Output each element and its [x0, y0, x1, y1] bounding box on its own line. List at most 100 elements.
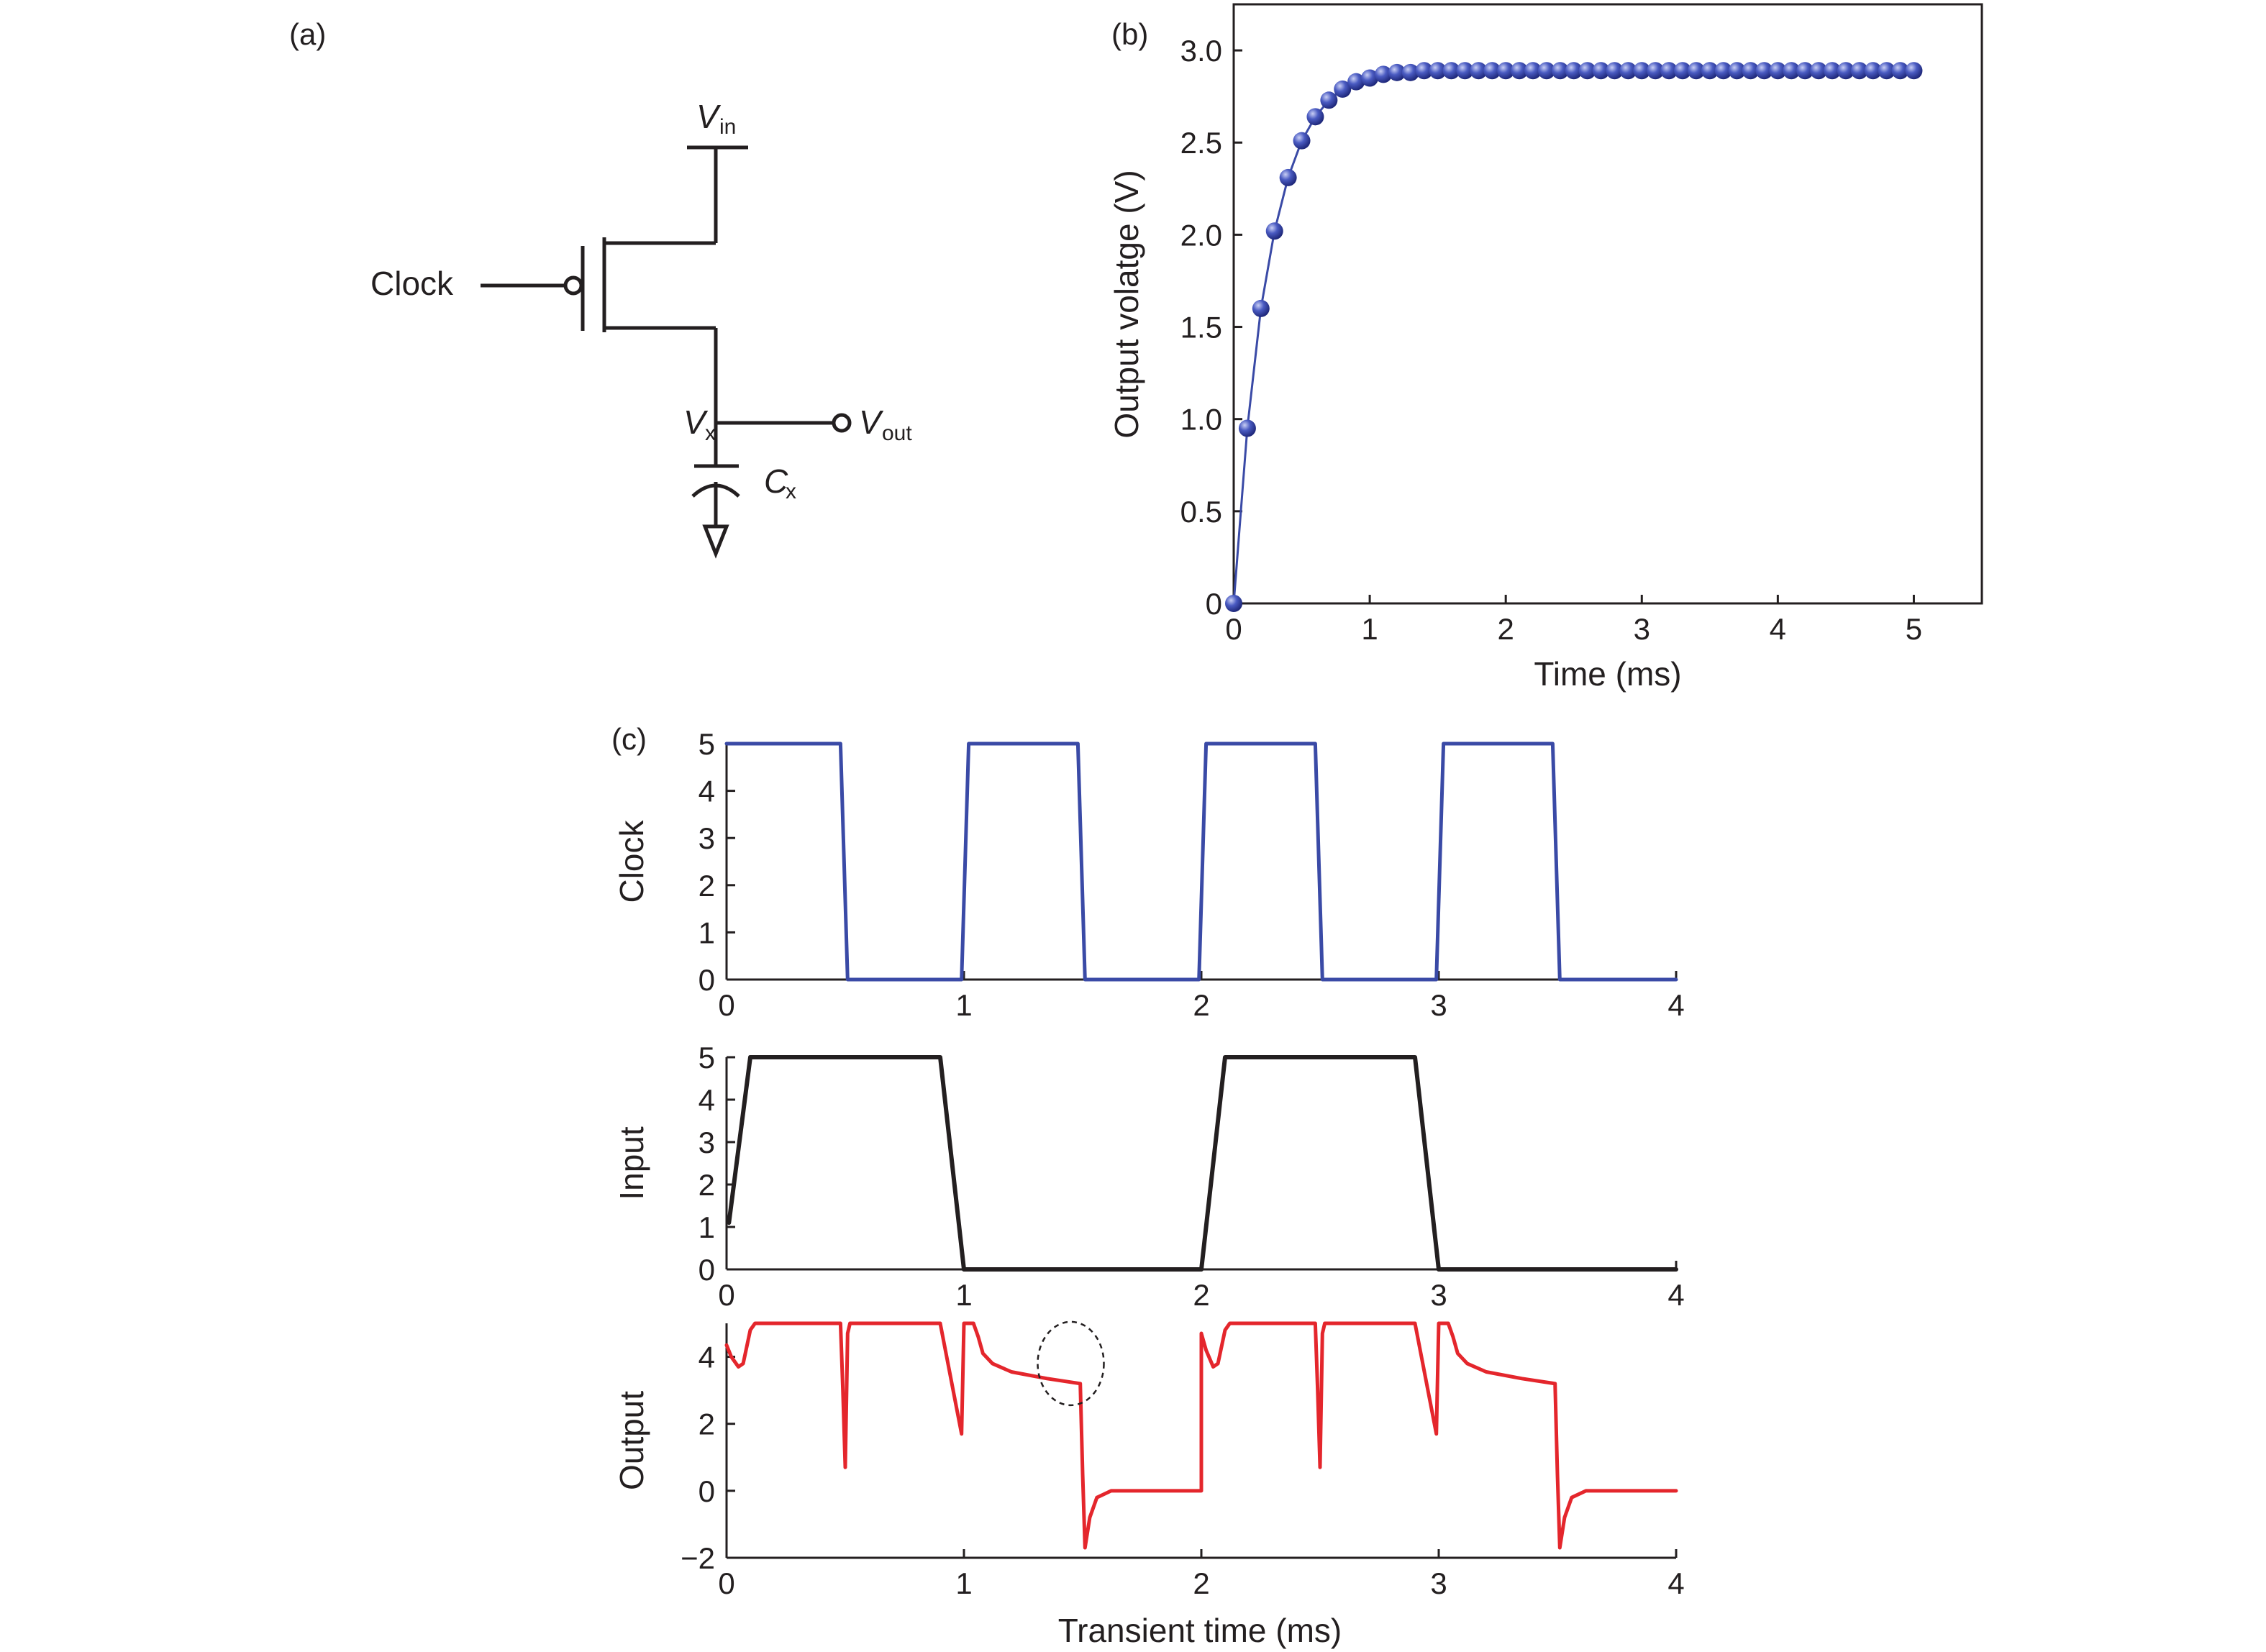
- y-tick-label: −2: [681, 1541, 715, 1575]
- y-axis-title: Output: [613, 1391, 650, 1490]
- x-tick-label: 2: [1193, 1278, 1209, 1312]
- vx-label: V: [683, 403, 709, 441]
- data-point: [1769, 62, 1787, 80]
- vout-label: V: [859, 403, 884, 441]
- data-point: [1578, 62, 1596, 80]
- y-axis-title: Clock: [613, 819, 650, 903]
- y-tick-label: 3.0: [1180, 34, 1222, 68]
- data-point: [1728, 62, 1746, 80]
- highlight-ellipse: [1037, 1320, 1105, 1407]
- data-point: [1537, 62, 1555, 80]
- data-point: [1401, 63, 1419, 81]
- data-point: [1252, 299, 1270, 317]
- x-tick-label: 4: [1667, 1566, 1684, 1600]
- data-point: [1551, 62, 1569, 80]
- data-point: [1850, 62, 1868, 80]
- data-point: [1483, 62, 1501, 80]
- data-point: [1592, 62, 1610, 80]
- y-tick-label: 2.5: [1180, 126, 1222, 160]
- data-point: [1824, 62, 1841, 80]
- y-tick-label: 2: [699, 1407, 715, 1441]
- panel-b-label: (b): [1111, 17, 1148, 51]
- panel-a-label: (a): [289, 17, 326, 51]
- y-tick-label: 1.0: [1180, 403, 1222, 437]
- series-line: [1232, 69, 1914, 604]
- vx-subscript: x: [705, 421, 716, 445]
- y-tick-label: 2: [699, 1168, 715, 1202]
- y-tick-label: 2: [699, 869, 715, 903]
- data-point: [1633, 62, 1651, 80]
- data-point: [1714, 62, 1732, 80]
- data-point: [1334, 80, 1352, 98]
- x-tick-label: 1: [955, 988, 972, 1022]
- vout-terminal: [832, 413, 852, 433]
- data-point: [1687, 62, 1705, 80]
- x-tick-label: 0: [1225, 612, 1242, 646]
- x-tick-label: 4: [1667, 1278, 1684, 1312]
- data-point: [1647, 62, 1665, 80]
- series-line: [724, 1321, 1678, 1550]
- chart-clock: 0 1 2 3 4 0 1 2 3 4 5 Clock: [613, 727, 1685, 1022]
- data-point: [1619, 62, 1637, 80]
- vout-subscript: out: [882, 421, 912, 445]
- plot-frame: [1232, 3, 1983, 605]
- data-point: [1701, 62, 1719, 80]
- data-point: [1415, 62, 1433, 80]
- y-tick-label: 3: [699, 1126, 715, 1159]
- y-tick-label: 0.5: [1180, 495, 1222, 529]
- clock-label: Clock: [370, 265, 454, 302]
- x-tick-label: 1: [1361, 612, 1378, 646]
- x-tick-label: 4: [1667, 988, 1684, 1022]
- x-tick-label: 5: [1906, 612, 1922, 646]
- x-tick-label: 3: [1430, 1278, 1447, 1312]
- data-point: [1320, 91, 1338, 109]
- data-point: [1878, 62, 1896, 80]
- x-tick-label: 3: [1634, 612, 1650, 646]
- data-point: [1796, 62, 1814, 80]
- panel-c-label: (c): [611, 722, 647, 756]
- data-point: [1660, 62, 1678, 80]
- vin-label: V: [696, 98, 722, 135]
- gate-bubble: [563, 275, 583, 296]
- data-point: [1293, 132, 1311, 150]
- vin-subscript: in: [719, 115, 736, 139]
- data-point: [1810, 62, 1828, 80]
- y-tick-label: 1: [699, 916, 715, 949]
- data-point: [1238, 419, 1256, 437]
- data-point: [1511, 62, 1529, 80]
- data-point: [1470, 62, 1488, 80]
- x-tick-label: 3: [1430, 1566, 1447, 1600]
- y-axis-title: Output volatge (V): [1108, 170, 1145, 438]
- y-tick-label: 0: [1206, 587, 1222, 621]
- y-tick-label: 3: [699, 821, 715, 855]
- data-point: [1891, 62, 1909, 80]
- y-tick-label: 1: [699, 1210, 715, 1244]
- x-tick-label: 0: [718, 1278, 734, 1312]
- y-tick-label: 4: [699, 1341, 715, 1374]
- data-point: [1524, 62, 1542, 80]
- ground-symbol: [702, 524, 729, 559]
- x-tick-label: 0: [718, 1566, 734, 1600]
- series-line: [727, 1055, 1678, 1272]
- x-tick-label: 0: [718, 988, 734, 1022]
- cx-label: C: [764, 462, 788, 500]
- y-tick-label: 5: [699, 1041, 715, 1074]
- data-point: [1306, 108, 1324, 126]
- x-tick-label: 2: [1193, 1566, 1209, 1600]
- data-point: [1606, 62, 1624, 80]
- data-point: [1905, 62, 1923, 80]
- data-point: [1361, 69, 1379, 87]
- y-tick-label: 1.5: [1180, 311, 1222, 344]
- x-tick-label: 1: [955, 1278, 972, 1312]
- data-point: [1783, 62, 1801, 80]
- y-tick-label: 0: [699, 1474, 715, 1508]
- y-tick-label: 0: [699, 1253, 715, 1287]
- data-point: [1837, 62, 1855, 80]
- data-point: [1429, 62, 1447, 80]
- data-point: [1375, 65, 1392, 83]
- x-tick-label: 4: [1770, 612, 1786, 646]
- x-tick-label: 2: [1193, 988, 1209, 1022]
- x-axis-title: Time (ms): [1534, 655, 1681, 693]
